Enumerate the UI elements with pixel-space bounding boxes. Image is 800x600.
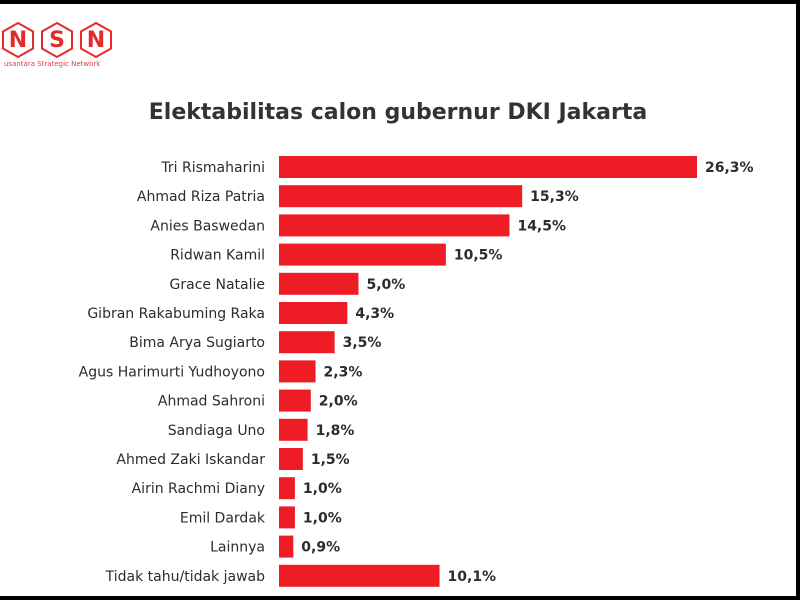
category-label-12: Emil Dardak	[180, 510, 266, 526]
category-label-6: Bima Arya Sugiarto	[129, 335, 265, 351]
bar-6	[279, 331, 335, 354]
value-label-4: 5,0%	[366, 277, 405, 293]
value-label-7: 2,3%	[324, 364, 363, 380]
bar-5	[279, 302, 348, 324]
value-label-13: 0,9%	[301, 540, 340, 556]
logo-letter-n2: N	[86, 27, 106, 53]
bar-3	[279, 243, 446, 266]
chart-canvas: N S N usantara Strategic Network Elektab…	[0, 4, 796, 596]
chart-title: Elektabilitas calon gubernur DKI Jakarta	[148, 100, 648, 125]
category-label-14: Tidak tahu/tidak jawab	[105, 569, 265, 585]
category-label-13: Lainnya	[210, 540, 265, 556]
category-label-8: Ahmad Sahroni	[158, 394, 265, 410]
value-label-10: 1,5%	[311, 452, 350, 468]
bar-11	[279, 477, 295, 500]
logo-letters: N S N	[0, 22, 114, 58]
category-label-3: Ridwan Kamil	[170, 248, 265, 264]
bar-7	[279, 360, 316, 383]
logo-hex-3: N	[78, 22, 114, 58]
bar-14	[279, 564, 440, 587]
logo-tagline: usantara Strategic Network	[4, 60, 101, 68]
logo-hex-1: N	[0, 22, 36, 58]
value-label-6: 3,5%	[343, 335, 382, 351]
bar-4	[279, 272, 359, 295]
nsn-logo: N S N usantara Strategic Network	[0, 22, 114, 68]
logo-hex-2: S	[39, 22, 75, 58]
category-label-2: Anies Baswedan	[150, 218, 265, 234]
value-label-0: 26,3%	[705, 160, 754, 176]
bar-0	[279, 156, 697, 178]
category-label-4: Grace Natalie	[170, 277, 265, 293]
bar-2	[279, 214, 510, 237]
logo-letter-s: S	[49, 27, 65, 53]
category-label-10: Ahmed Zaki Iskandar	[116, 452, 265, 468]
value-label-11: 1,0%	[303, 481, 342, 497]
value-label-9: 1,8%	[316, 423, 355, 439]
category-label-1: Ahmad Riza Patria	[137, 189, 265, 205]
bar-10	[279, 448, 303, 470]
value-label-1: 15,3%	[530, 189, 579, 205]
logo-letter-n1: N	[8, 27, 28, 53]
value-label-3: 10,5%	[454, 248, 503, 264]
category-label-11: Airin Rachmi Diany	[132, 481, 265, 497]
value-label-5: 4,3%	[355, 306, 394, 322]
category-label-9: Sandiaga Uno	[168, 423, 265, 439]
bar-1	[279, 185, 523, 208]
value-label-12: 1,0%	[303, 510, 342, 526]
bar-8	[279, 389, 311, 412]
category-label-0: Tri Rismaharini	[160, 160, 265, 176]
value-label-14: 10,1%	[448, 569, 497, 585]
bar-chart: Tri Rismaharini 26,3% Ahmad Riza Patria 15,…	[79, 156, 754, 587]
category-label-5: Gibran Rakabuming Raka	[87, 306, 265, 322]
bar-9	[279, 418, 308, 441]
bar-13	[279, 535, 294, 558]
category-label-7: Agus Harimurti Yudhoyono	[79, 364, 265, 380]
value-label-8: 2,0%	[319, 394, 358, 410]
bar-12	[279, 506, 295, 529]
value-label-2: 14,5%	[517, 218, 566, 234]
